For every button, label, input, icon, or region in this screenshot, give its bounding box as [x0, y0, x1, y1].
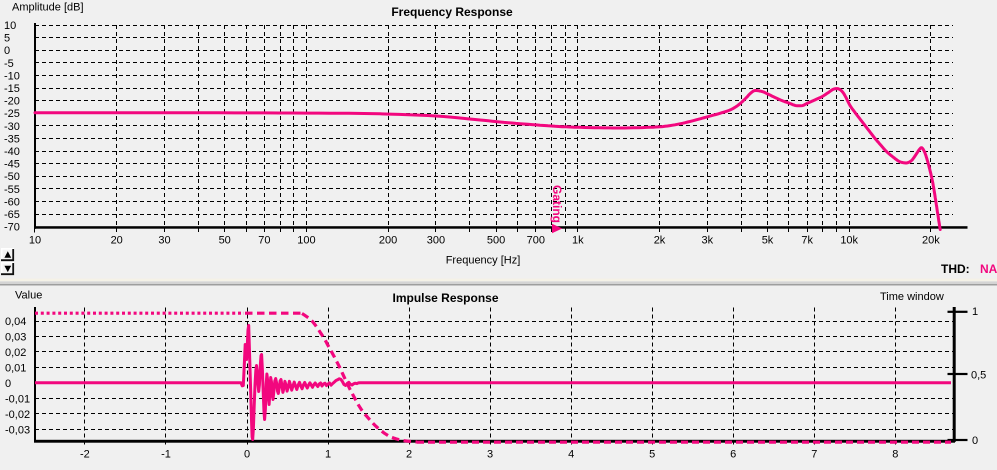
svg-text:0,04: 0,04 [5, 316, 26, 328]
svg-text:-40: -40 [4, 146, 20, 158]
svg-text:-1: -1 [161, 449, 171, 461]
svg-text:20: 20 [111, 235, 123, 247]
svg-text:1: 1 [972, 306, 978, 318]
svg-text:4: 4 [568, 449, 574, 461]
svg-text:5: 5 [649, 449, 655, 461]
svg-text:-0,02: -0,02 [5, 409, 30, 421]
svg-text:Frequency [Hz]: Frequency [Hz] [446, 255, 521, 267]
svg-text:200: 200 [379, 235, 397, 247]
svg-text:0,03: 0,03 [5, 332, 26, 344]
svg-text:-2: -2 [80, 449, 90, 461]
svg-text:-20: -20 [4, 96, 20, 108]
svg-text:0: 0 [972, 435, 978, 447]
svg-text:0: 0 [244, 449, 250, 461]
svg-text:0,5: 0,5 [971, 369, 986, 381]
svg-text:Value: Value [15, 290, 42, 302]
svg-text:50: 50 [219, 235, 231, 247]
svg-text:3: 3 [487, 449, 493, 461]
svg-text:2: 2 [406, 449, 412, 461]
svg-text:8: 8 [892, 449, 898, 461]
svg-text:10: 10 [29, 235, 41, 247]
svg-text:Amplitude [dB]: Amplitude [dB] [12, 2, 84, 14]
svg-text:-70: -70 [4, 222, 20, 234]
svg-text:3k: 3k [701, 235, 713, 247]
svg-text:0: 0 [5, 378, 11, 390]
svg-text:7: 7 [811, 449, 817, 461]
svg-text:-0,03: -0,03 [5, 424, 30, 436]
svg-text:100: 100 [297, 235, 315, 247]
svg-text:0,02: 0,02 [5, 347, 26, 359]
svg-text:0,01: 0,01 [5, 362, 26, 374]
svg-text:20k: 20k [922, 235, 940, 247]
svg-text:5: 5 [4, 33, 10, 45]
svg-text:NA: NA [980, 262, 997, 276]
svg-text:5k: 5k [762, 235, 774, 247]
svg-text:Gating: Gating [550, 185, 564, 223]
svg-text:-50: -50 [4, 171, 20, 183]
svg-text:-10: -10 [4, 70, 20, 82]
svg-text:-60: -60 [4, 196, 20, 208]
svg-text:-45: -45 [4, 159, 20, 171]
svg-text:700: 700 [527, 235, 545, 247]
svg-text:10: 10 [4, 20, 16, 32]
svg-text:6: 6 [730, 449, 736, 461]
svg-text:-15: -15 [4, 83, 20, 95]
svg-text:1: 1 [325, 449, 331, 461]
svg-text:Time window: Time window [880, 291, 944, 303]
svg-text:1k: 1k [572, 235, 584, 247]
svg-text:Impulse Response: Impulse Response [392, 291, 498, 305]
svg-text:THD:: THD: [941, 262, 970, 276]
svg-text:7k: 7k [801, 235, 813, 247]
svg-text:10k: 10k [840, 235, 858, 247]
svg-text:-30: -30 [4, 121, 20, 133]
svg-text:-0,01: -0,01 [5, 393, 30, 405]
svg-text:0: 0 [4, 45, 10, 57]
svg-text:-65: -65 [4, 209, 20, 221]
svg-text:Frequency Response: Frequency Response [391, 5, 513, 19]
svg-text:300: 300 [427, 235, 445, 247]
svg-text:-25: -25 [4, 108, 20, 120]
svg-text:-5: -5 [4, 58, 14, 70]
svg-text:500: 500 [487, 235, 505, 247]
svg-text:70: 70 [258, 235, 270, 247]
svg-text:2k: 2k [654, 235, 666, 247]
svg-text:30: 30 [158, 235, 170, 247]
svg-text:-35: -35 [4, 133, 20, 145]
svg-text:-55: -55 [4, 184, 20, 196]
